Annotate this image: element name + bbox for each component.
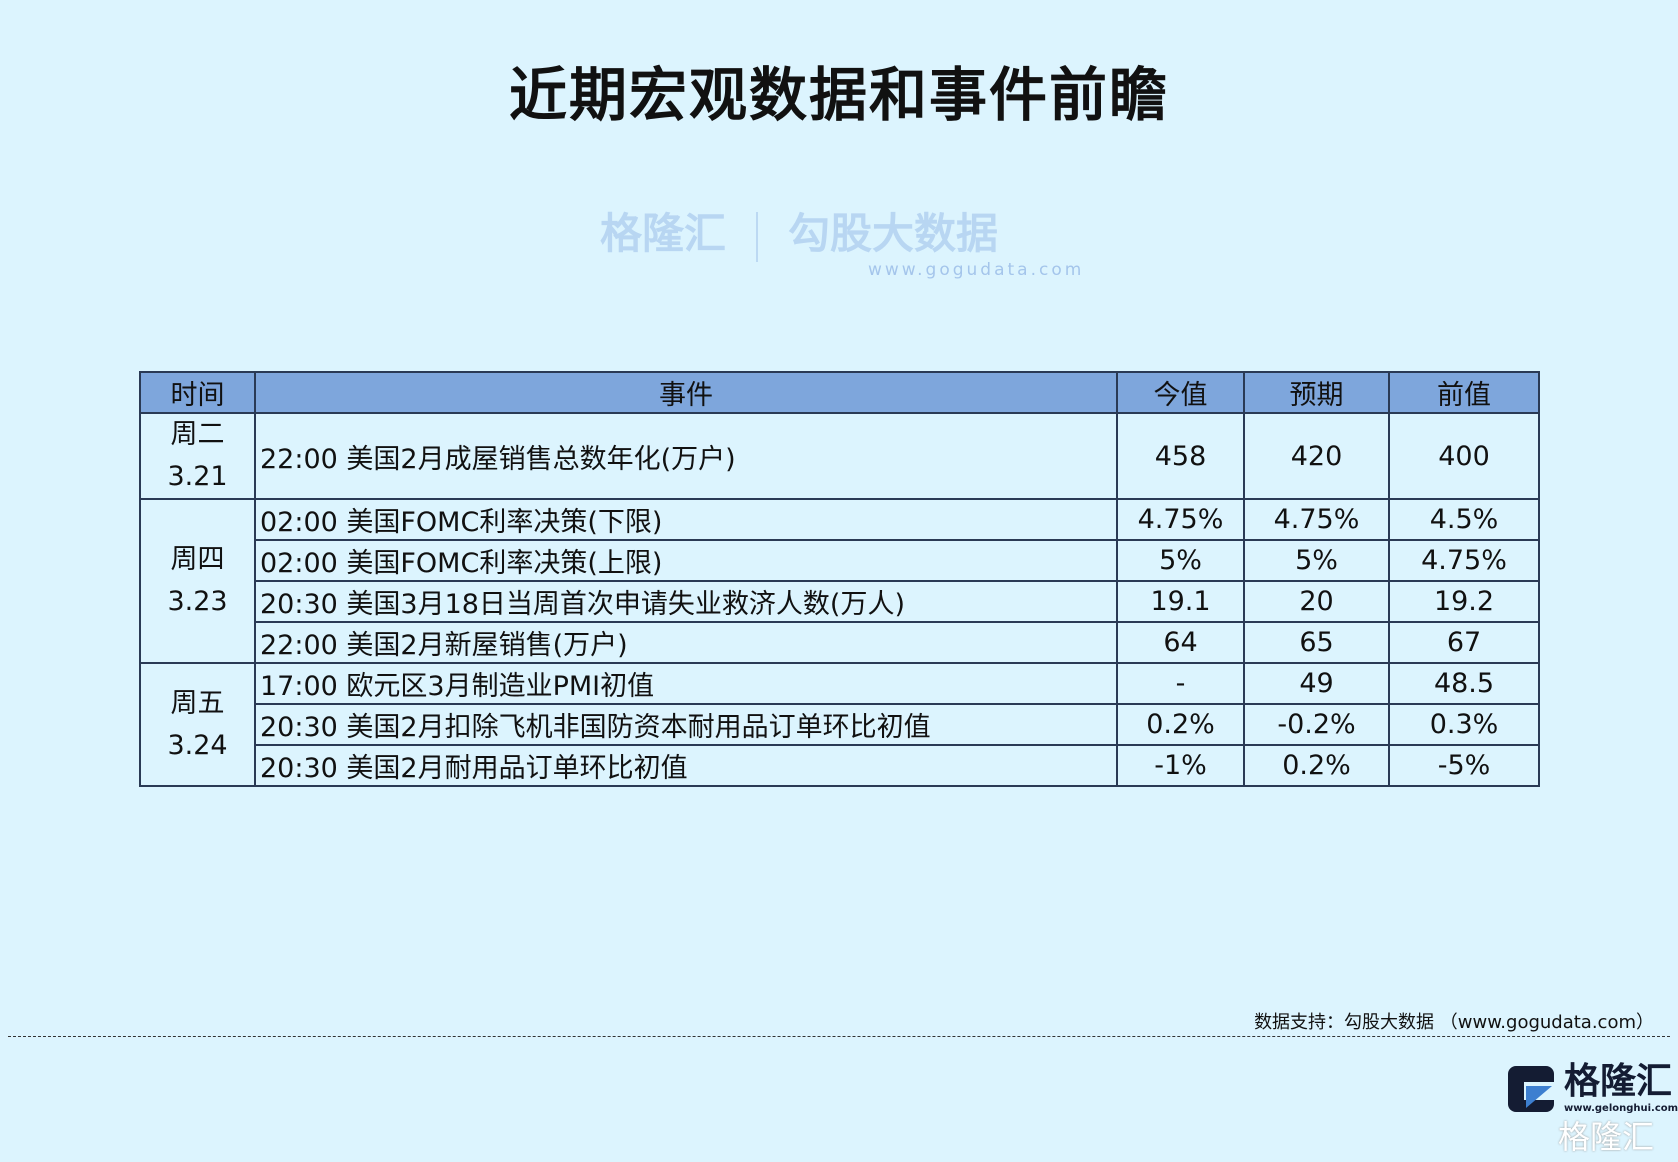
watermark-url: www.gogudata.com <box>868 260 1085 280</box>
table-row: 周五 3.24 17:00 欧元区3月制造业PMI初值 -49 48.5 <box>139 662 1540 787</box>
weekday: 周二 <box>170 419 225 450</box>
current-value: -1% <box>1116 744 1245 787</box>
logo-watermark: 格隆汇 <box>1558 1118 1655 1156</box>
table-row: 20:30 美国2月扣除飞机非国防资本耐用品订单环比初值 0.2% -0.2% 0.3… <box>140 703 1540 746</box>
event-cell: 20:30 美国2月扣除飞机非国防资本耐用品订单环比初值 <box>254 703 1118 746</box>
current-value: 19.1 <box>1116 580 1245 623</box>
forecast-value: 420 <box>1243 412 1390 500</box>
forecast-value: 5% <box>1243 539 1390 582</box>
forecast-value: 0.2% <box>1243 744 1390 787</box>
table-header-row: 时间 事件 今值 预期 前值 <box>139 371 1540 414</box>
date: 3.24 <box>167 729 228 761</box>
event-cell: 22:00 美国2月新屋销售(万户) <box>254 621 1118 664</box>
header-forecast: 预期 <box>1243 371 1390 414</box>
forecast-value: 49 <box>1243 662 1390 705</box>
previous-value: -5% <box>1388 744 1540 787</box>
gelonghui-logo: 格隆汇 www.gelonghui.com 格隆汇 <box>1508 1061 1678 1160</box>
event-cell: 20:30 美国3月18日当周首次申请失业救济人数(万人) <box>254 580 1118 623</box>
page-title: 近期宏观数据和事件前瞻 <box>508 61 1169 129</box>
logo-name: 格隆汇 <box>1564 1061 1673 1102</box>
forecast-value: 20 <box>1243 580 1390 623</box>
header-event: 事件 <box>254 371 1118 414</box>
current-value: 5% <box>1116 539 1245 582</box>
table-row: 周二 3.21 22:00 美国2月成屋销售总数年化(万户) 458 420 400 <box>139 412 1540 500</box>
current-value: 0.2% <box>1116 703 1245 746</box>
date: 3.23 <box>167 586 228 617</box>
previous-value: 4.5% <box>1388 498 1540 541</box>
watermark-brand: 格隆汇 <box>600 209 727 258</box>
previous-value: 19.2 <box>1388 580 1540 623</box>
event-cell: 02:00 美国FOMC利率决策(下限) <box>254 498 1118 541</box>
current-value: 4.75% <box>1116 498 1245 541</box>
header-previous: 前值 <box>1388 371 1540 414</box>
table-row: 20:30 美国3月18日当周首次申请失业救济人数(万人) 19.1 20 19.2 <box>140 580 1540 623</box>
table-row: 20:30 美国2月耐用品订单环比初值 -1% 0.2% -5% <box>140 744 1540 787</box>
forecast-value: 65 <box>1243 621 1390 664</box>
header-current: 今值 <box>1116 371 1245 414</box>
divider <box>8 1036 1670 1037</box>
date-cell: 周二 3.21 <box>139 412 256 500</box>
table-row: 02:00 美国FOMC利率决策(上限) 5% 5% 4.75% <box>140 539 1540 582</box>
event-cell: 17:00 欧元区3月制造业PMI初值 <box>254 662 1118 705</box>
event-cell: 22:00 美国2月成屋销售总数年化(万户) <box>254 412 1118 500</box>
event-cell: 02:00 美国FOMC利率决策(上限) <box>254 539 1118 582</box>
previous-value: 67 <box>1388 621 1540 664</box>
watermark-data: 勾股大数据 <box>788 209 999 258</box>
current-value: - <box>1116 662 1245 705</box>
watermark: 格隆汇 勾股大数据 www.gogudata.com <box>600 200 1120 290</box>
table-row: 周四 3.23 02:00 美国FOMC利率决策(下限) 4.75% 4.75% 4.5% <box>139 498 1540 664</box>
date-cell: 周五 3.24 <box>139 662 256 787</box>
previous-value: 48.5 <box>1388 662 1540 705</box>
previous-value: 4.75% <box>1388 539 1540 582</box>
current-value: 64 <box>1116 621 1245 664</box>
previous-value: 400 <box>1388 412 1540 500</box>
logo-url: www.gelonghui.com <box>1564 1103 1678 1114</box>
data-source-note: 数据支持：勾股大数据 （www.gogudata.com） <box>1254 1012 1654 1033</box>
macro-events-table: 时间 事件 今值 预期 前值 周二 3.21 22:00 美国2月成屋销售总数年化(… <box>139 371 1540 787</box>
previous-value: 0.3% <box>1388 703 1540 746</box>
table-row: 22:00 美国2月新屋销售(万户) 64 65 67 <box>140 621 1540 664</box>
forecast-value: -0.2% <box>1243 703 1390 746</box>
logo-g-icon <box>1508 1066 1554 1112</box>
weekday: 周四 <box>170 544 225 575</box>
forecast-value: 4.75% <box>1243 498 1390 541</box>
event-cell: 20:30 美国2月耐用品订单环比初值 <box>254 744 1118 787</box>
weekday: 周五 <box>170 687 225 719</box>
date-cell: 周四 3.23 <box>139 498 256 664</box>
header-time: 时间 <box>139 371 256 414</box>
current-value: 458 <box>1116 412 1245 500</box>
date: 3.21 <box>167 461 228 492</box>
